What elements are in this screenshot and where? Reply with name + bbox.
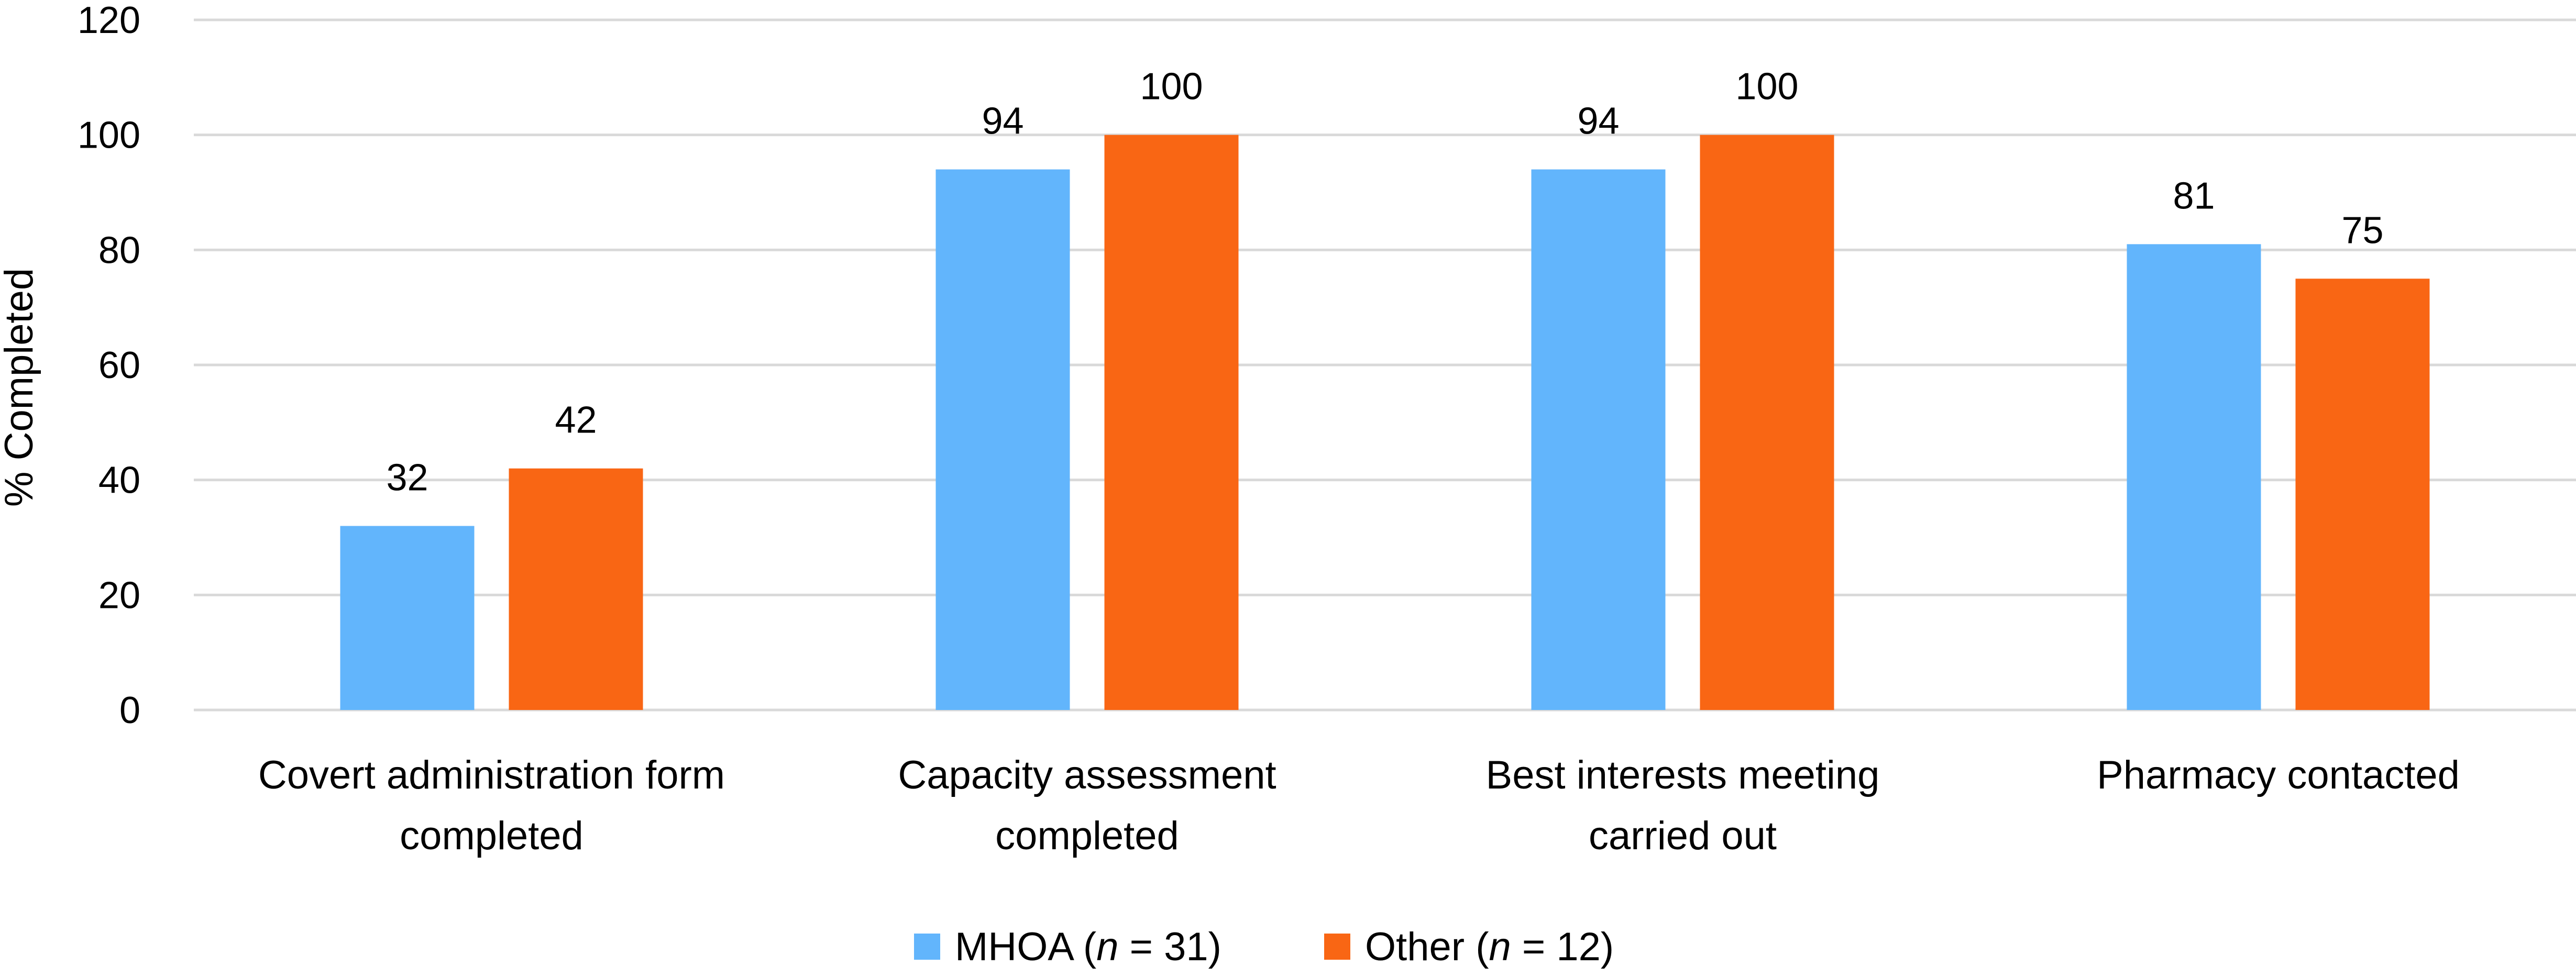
category-label-line: carried out [1589,814,1777,858]
legend-label-italic: n [1489,925,1511,969]
y-axis-ticks: 0 20 40 60 80 100 120 [78,0,140,731]
legend-swatch-other [1324,934,1350,960]
data-label-other-1: 42 [555,399,597,441]
bar-mhoa-3 [1531,169,1666,710]
data-label-other-4: 75 [2341,209,2383,251]
y-tick-label: 20 [98,574,140,616]
bar-mhoa-1 [340,526,475,710]
x-axis-categories: Covert administration form completedCapac… [258,753,2460,858]
category-label-line: Covert administration form [258,753,725,797]
bar-other-2 [1104,135,1239,710]
legend-label-suffix: = 12) [1511,925,1614,969]
bar-other-3 [1700,135,1834,710]
legend-label-italic: n [1096,925,1118,969]
y-tick-label: 120 [78,0,140,41]
y-tick-label: 80 [98,229,140,271]
category-label-2: Capacity assessment completed [898,753,1276,858]
data-label-mhoa-3: 94 [1577,101,1619,142]
category-label-line: Pharmacy contacted [2097,753,2460,797]
data-label-other-2: 100 [1140,66,1203,108]
legend-label-prefix: MHOA ( [955,925,1096,969]
legend: MHOA (n = 31) Other (n = 12) [914,925,1614,969]
category-label-line: Best interests meeting [1486,753,1880,797]
category-label-1: Covert administration form completed [258,753,725,858]
y-tick-label: 40 [98,460,140,502]
category-label-line: completed [995,814,1179,858]
y-tick-label: 0 [119,690,140,731]
data-label-mhoa-1: 32 [386,457,428,499]
category-label-4: Pharmacy contacted [2097,753,2460,797]
data-label-other-3: 100 [1735,66,1798,108]
data-label-mhoa-2: 94 [982,101,1023,142]
legend-label-mhoa: MHOA (n = 31) [955,925,1221,969]
bar-other-4 [2295,279,2430,710]
legend-label-suffix: = 31) [1119,925,1221,969]
data-label-mhoa-4: 81 [2173,175,2215,217]
data-labels: 32 42 94 100 94 100 81 75 [386,66,2383,499]
bar-mhoa-2 [935,169,1070,710]
y-axis-label: % Completed [0,268,41,507]
bar-other-1 [509,468,643,710]
legend-swatch-mhoa [914,934,940,960]
legend-label-other: Other (n = 12) [1365,925,1614,969]
bar-mhoa-4 [2127,244,2261,710]
y-tick-label: 60 [98,345,140,386]
category-label-line: Capacity assessment [898,753,1276,797]
category-label-line: completed [400,814,584,858]
category-label-3: Best interests meeting carried out [1486,753,1880,858]
y-tick-label: 100 [78,115,140,157]
bars [340,135,2430,710]
legend-label-prefix: Other ( [1365,925,1489,969]
